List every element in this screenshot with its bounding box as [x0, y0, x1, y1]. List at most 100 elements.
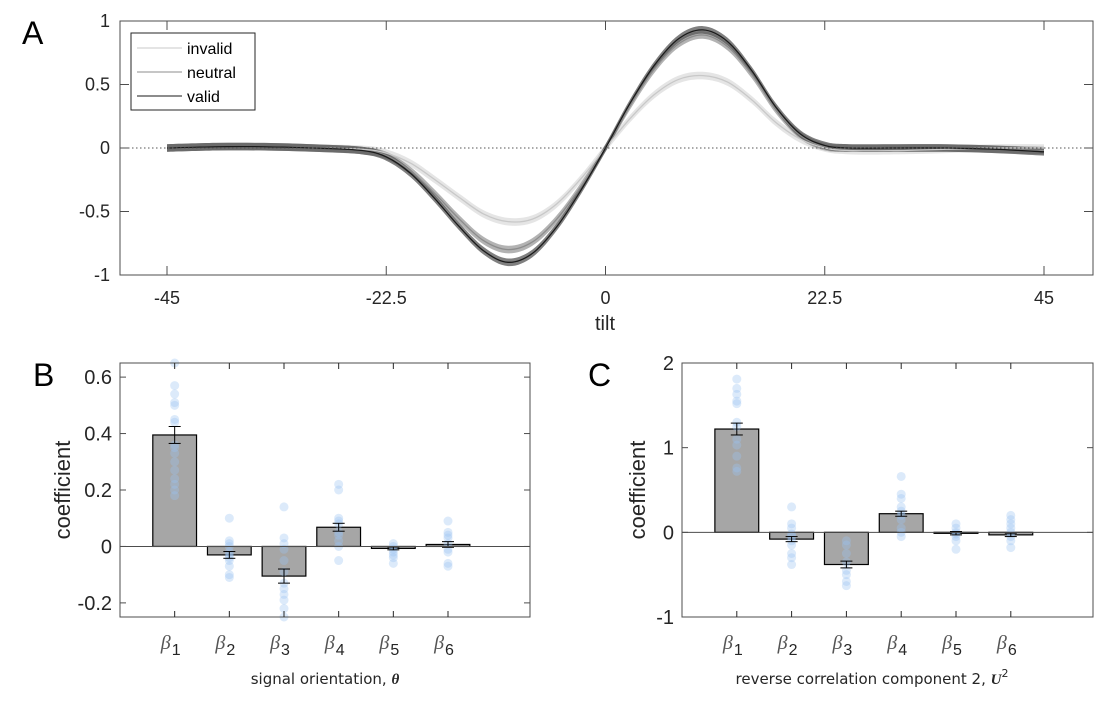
- subject-dot: [334, 527, 344, 537]
- panel-c-axes-frame: [681, 362, 1094, 618]
- panel-c-letter: C: [588, 357, 611, 393]
- subject-dot: [279, 544, 289, 554]
- x-tick-label: 45: [1034, 288, 1054, 308]
- subject-dot: [170, 414, 180, 424]
- subject-dot: [841, 581, 851, 591]
- x-tick-label-β6: β6: [433, 632, 454, 659]
- subject-dot: [896, 502, 906, 512]
- y-tick-label: -1: [656, 607, 674, 629]
- subject-dot: [224, 539, 234, 549]
- subject-dot: [896, 532, 906, 542]
- subject-dot: [443, 547, 453, 557]
- x-tick-label-β3: β3: [269, 632, 290, 659]
- subject-dot: [787, 540, 797, 550]
- subject-dot: [896, 471, 906, 481]
- y-tick-label: -1: [94, 265, 110, 285]
- error-bar-3: [840, 560, 853, 569]
- subject-dot: [334, 513, 344, 523]
- y-tick-label: 1: [663, 438, 674, 460]
- subject-dot: [896, 489, 906, 499]
- subject-dot: [279, 556, 289, 566]
- panel-b-ylabel: coefficient: [50, 441, 75, 540]
- panel-a-letter: A: [22, 15, 44, 51]
- panel-b-xlabel: signal orientation, θ: [251, 670, 400, 688]
- subject-dot: [951, 532, 961, 542]
- bar-1: [152, 434, 198, 548]
- subject-dot: [732, 466, 742, 476]
- panel-c-ylabel: coefficient: [625, 441, 650, 540]
- subject-dot: [841, 549, 851, 558]
- error-bar-4: [332, 522, 345, 532]
- subject-dot: [1006, 515, 1016, 525]
- series-line-neutral: [166, 34, 1045, 251]
- subject-dot: [443, 533, 453, 543]
- subject-dot: [224, 536, 234, 546]
- subject-dot: [732, 389, 742, 399]
- subject-dot: [896, 515, 906, 525]
- subject-dot: [841, 570, 851, 580]
- subject-dot: [279, 539, 289, 549]
- subject-dot: [896, 493, 906, 503]
- subject-dot: [732, 463, 742, 473]
- x-tick-label: -45: [154, 288, 180, 308]
- y-tick-label: 0: [101, 536, 112, 558]
- subject-dot: [732, 383, 742, 393]
- subject-dot: [787, 502, 797, 512]
- subject-dot: [787, 519, 797, 529]
- legend-label-valid: valid: [187, 89, 220, 106]
- subject-dot: [443, 527, 453, 537]
- subject-dot: [951, 544, 961, 554]
- confidence-band-valid: [167, 26, 1044, 267]
- error-bar-2: [785, 536, 798, 543]
- subject-dot: [787, 549, 797, 558]
- error-bar-1: [730, 422, 743, 436]
- subject-dot: [170, 474, 180, 484]
- error-bar-3: [278, 568, 290, 584]
- subject-dot: [170, 479, 180, 489]
- subject-dot: [1006, 536, 1016, 546]
- subject-dot: [896, 523, 906, 533]
- subject-dot: [951, 536, 961, 546]
- panel-a-xlabel: tilt: [595, 313, 615, 335]
- subject-dot: [170, 443, 180, 453]
- error-bar-4: [895, 510, 908, 517]
- subject-dot: [279, 604, 289, 614]
- subject-dot: [443, 561, 453, 571]
- subject-dot: [732, 374, 742, 384]
- legend-label-neutral: neutral: [187, 65, 236, 82]
- x-tick-label-β6: β6: [996, 632, 1017, 659]
- y-tick-label: -0.5: [79, 202, 110, 222]
- subject-dot: [443, 558, 453, 568]
- subject-dot: [388, 553, 398, 563]
- subject-dot: [841, 540, 851, 550]
- subject-dot: [170, 457, 180, 467]
- y-tick-label: 0.2: [84, 480, 112, 502]
- subject-dot: [334, 485, 344, 495]
- subject-dot: [279, 595, 289, 605]
- x-tick-label-β2: β2: [777, 632, 798, 659]
- subject-dot: [334, 530, 344, 540]
- panel-a-line-chart: -45 -22.5 0 22.5 45 -1 -0.5 0 0.5 1 tilt invalid…: [79, 11, 1094, 335]
- y-tick-label: 0: [663, 522, 674, 544]
- y-tick-label: 0: [100, 138, 110, 158]
- subject-dot: [732, 396, 742, 406]
- x-tick-label: -22.5: [366, 288, 407, 308]
- error-bar-2: [223, 551, 236, 559]
- x-tick-label-β4: β4: [324, 632, 345, 659]
- subject-dot: [787, 523, 797, 533]
- panel-c-xlabel: reverse correlation component 2, U2: [736, 667, 1009, 688]
- y-tick-label: -0.2: [78, 593, 112, 615]
- subject-dot: [224, 572, 234, 582]
- subject-dot: [334, 536, 344, 546]
- panel-b-letter: B: [33, 357, 54, 393]
- error-bar-5: [387, 546, 400, 551]
- subject-dot: [224, 513, 234, 523]
- subject-dot: [787, 560, 797, 570]
- subject-dot: [732, 451, 742, 461]
- subject-dot: [170, 400, 180, 410]
- subject-dot: [1006, 510, 1016, 520]
- subject-dot: [732, 434, 742, 444]
- subject-dot: [170, 485, 180, 495]
- x-tick-label-β1: β1: [722, 632, 743, 659]
